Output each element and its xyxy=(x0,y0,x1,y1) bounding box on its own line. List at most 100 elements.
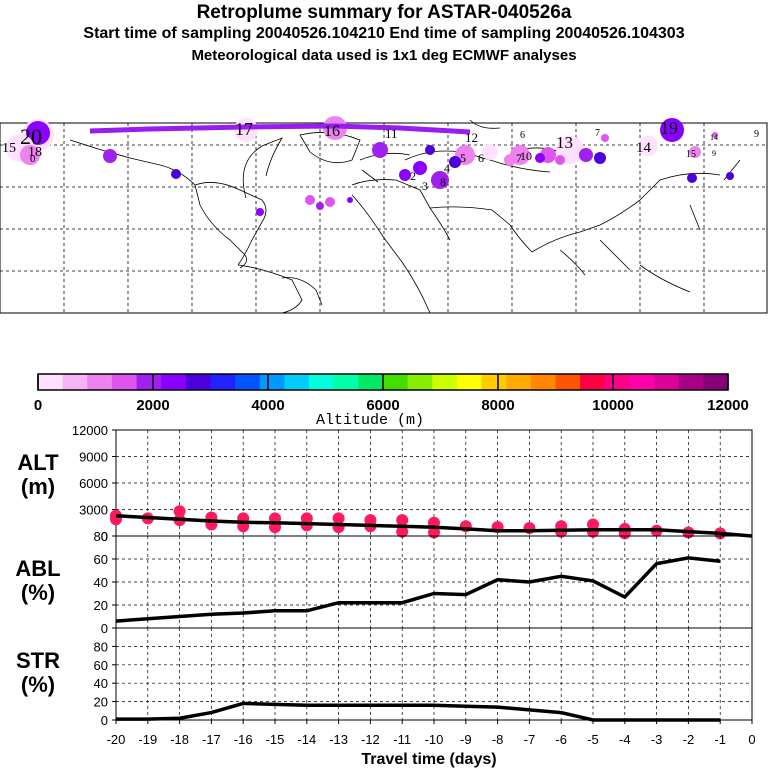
met-data-note: Meteorological data used is 1x1 deg ECMW… xyxy=(191,47,577,64)
colorbar-tick-label: 12000 xyxy=(707,397,749,414)
y-tick-label: 40 xyxy=(94,575,108,590)
colorbar-swatch xyxy=(284,374,310,390)
colorbar-swatch xyxy=(629,374,655,390)
y-axis-label: ALT xyxy=(17,450,59,475)
colorbar-swatch xyxy=(654,374,680,390)
colorbar-swatch xyxy=(259,374,285,390)
altitude-point xyxy=(332,512,345,525)
map-day-label: 14 xyxy=(710,133,718,142)
colorbar-swatches xyxy=(38,374,729,390)
y-tick-label: 6000 xyxy=(79,476,108,491)
colorbar-swatch xyxy=(703,374,729,390)
colorbar-tick-label: 4000 xyxy=(251,397,284,414)
trajectory-line xyxy=(89,123,471,135)
x-tick-label: -11 xyxy=(393,732,411,747)
map-day-label: 13 xyxy=(556,133,573,152)
y-tick-label: 0 xyxy=(101,713,108,728)
map-day-label: 12 xyxy=(465,130,478,145)
y-tick-label: 3000 xyxy=(79,503,108,518)
colorbar-swatch xyxy=(456,374,483,390)
plume-marker xyxy=(325,197,335,207)
map-day-label: 5 xyxy=(460,151,466,165)
panel-abl: 80 60 40 20 0 ABL(%) xyxy=(15,529,753,636)
plume-marker xyxy=(20,145,40,165)
plume-marker xyxy=(726,172,734,180)
plume-marker xyxy=(347,197,353,203)
map-day-label: 18 xyxy=(28,145,42,160)
map-plume-markers xyxy=(6,116,734,216)
colorbar-swatch xyxy=(530,374,556,390)
colorbar-tick-label: 2000 xyxy=(136,397,169,414)
altitude-point xyxy=(364,514,377,527)
x-tick-label: -17 xyxy=(202,732,221,747)
plume-marker xyxy=(413,161,427,175)
y-tick-label: 0 xyxy=(101,621,108,636)
plume-marker xyxy=(504,154,516,166)
x-tick-label: -9 xyxy=(460,732,472,747)
map-day-label: 11 xyxy=(385,126,398,141)
plume-marker xyxy=(103,149,117,163)
colorbar-swatch xyxy=(38,374,64,390)
plume-marker xyxy=(399,169,411,181)
plume-marker xyxy=(171,169,181,179)
y-tick-label: 80 xyxy=(94,529,108,544)
colorbar-swatch xyxy=(358,374,384,390)
y-tick-label: 40 xyxy=(94,676,108,691)
x-tick-label: -13 xyxy=(329,732,348,747)
y-axis-label: ABL xyxy=(15,556,60,581)
colorbar-swatch xyxy=(161,374,187,390)
x-tick-label: -6 xyxy=(555,732,567,747)
colorbar-swatch xyxy=(580,374,606,390)
colorbar-tick-label: 0 xyxy=(34,397,42,414)
plume-marker xyxy=(26,121,50,145)
map-day-label: 20 xyxy=(20,124,42,149)
map-day-label: 2 xyxy=(410,169,416,183)
x-tick-label: -15 xyxy=(266,732,285,747)
x-tick-label: -18 xyxy=(170,732,189,747)
map-day-label: 19 xyxy=(660,118,678,138)
plume-marker xyxy=(234,118,258,142)
x-tick-label: -16 xyxy=(234,732,253,747)
plume-marker xyxy=(601,134,609,142)
plume-marker xyxy=(256,208,264,216)
panel-alt: 12000 9000 6000 3000 0 ALT(m) xyxy=(17,423,753,544)
x-tick-label: -10 xyxy=(425,732,444,747)
y-axis-unit: (%) xyxy=(21,580,55,605)
colorbar-tick-labels: 0 2000 4000 6000 8000 10000 12000 xyxy=(34,374,749,414)
colorbar-swatch xyxy=(111,374,138,390)
colorbar-swatch xyxy=(555,374,581,390)
altitude-point xyxy=(396,514,409,527)
colorbar-tick-label: 8000 xyxy=(481,397,514,414)
plume-marker xyxy=(449,156,461,168)
map-day-label: 3 xyxy=(422,179,428,193)
plume-marker xyxy=(712,132,718,138)
y-tick-label: 60 xyxy=(94,658,108,673)
x-tick-label: -7 xyxy=(524,732,536,747)
colorbar-swatch xyxy=(333,374,359,390)
map-day-label: 7 xyxy=(595,128,600,139)
plume-marker xyxy=(305,195,315,205)
colorbar-swatch xyxy=(210,374,236,390)
series-line-str xyxy=(116,701,721,722)
y-axis-label: STR xyxy=(16,648,60,673)
altitude-point xyxy=(428,526,440,539)
colorbar-swatch xyxy=(506,374,532,390)
colorbar-swatch xyxy=(481,374,507,390)
map-day-label: 8 xyxy=(440,175,446,189)
x-tick-label: -1 xyxy=(714,732,726,747)
x-axis-label: Travel time (days) xyxy=(361,751,496,768)
sampling-times: Start time of sampling 20040526.104210 E… xyxy=(83,25,685,42)
colorbar-swatch xyxy=(87,374,113,390)
y-tick-label: 80 xyxy=(94,639,108,654)
altitude-point xyxy=(300,512,313,525)
time-series-panels: 120009000600030000ALT(m)806040200ABL(%)8… xyxy=(15,423,755,768)
plume-marker xyxy=(372,142,388,158)
map-day-label: 9 xyxy=(754,129,759,140)
plume-marker xyxy=(482,144,498,160)
map-day-label: 17 xyxy=(235,119,253,139)
